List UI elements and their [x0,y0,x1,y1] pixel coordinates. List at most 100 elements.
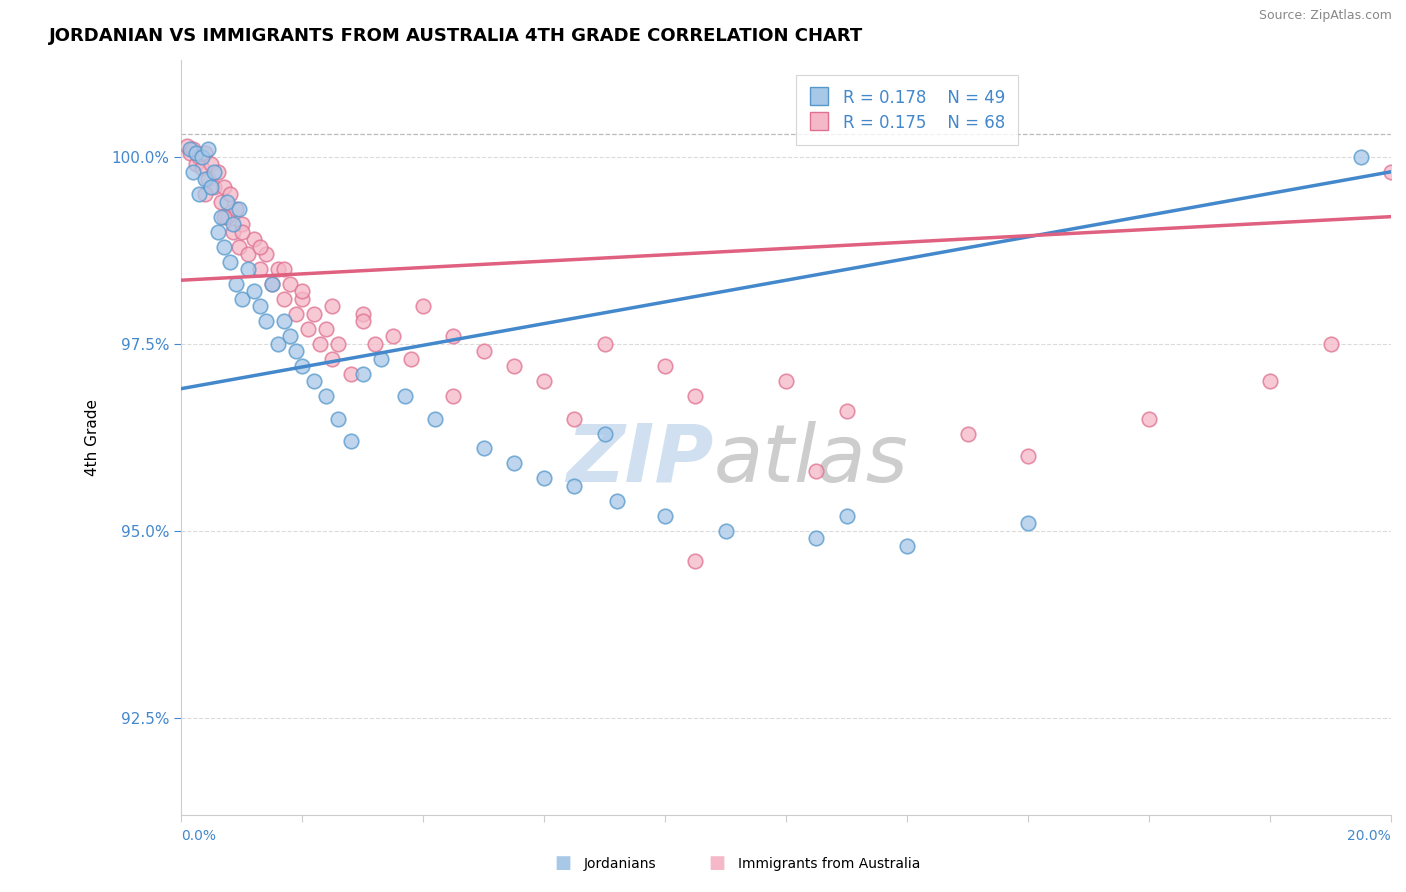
Point [304,307,326,321]
Text: 0.0%: 0.0% [181,829,217,843]
Point [221,217,243,231]
Point [441,329,464,343]
Point [207,225,229,239]
Point [714,524,737,538]
Point [191,161,214,175]
Point [267,262,290,277]
Point [352,314,374,328]
Point [212,239,235,253]
Point [181,142,204,156]
Text: JORDANIAN VS IMMIGRANTS FROM AUSTRALIA 4TH GRADE CORRELATION CHART: JORDANIAN VS IMMIGRANTS FROM AUSTRALIA 4… [49,27,863,45]
Point [186,157,208,171]
Point [267,336,290,351]
Point [425,411,447,425]
Point [399,351,422,366]
Point [328,336,350,351]
Point [503,359,526,374]
Point [212,179,235,194]
Point [775,374,797,388]
Point [1379,165,1402,179]
Point [685,554,707,568]
Point [209,194,232,209]
Point [806,464,828,478]
Point [225,277,247,291]
Point [339,367,361,381]
Point [225,202,247,217]
Text: 20.0%: 20.0% [1347,829,1391,843]
Point [200,179,222,194]
Point [186,146,208,161]
Text: ZIP: ZIP [567,421,713,499]
Text: Jordanians: Jordanians [583,856,657,871]
Point [654,508,676,523]
Point [412,299,434,313]
Point [339,434,361,448]
Point [218,187,240,202]
Point [278,329,301,343]
Point [315,322,337,336]
Point [179,142,201,156]
Point [197,142,219,156]
Point [273,314,295,328]
Point [806,531,828,545]
Point [228,202,250,217]
Point [215,210,238,224]
Text: atlas: atlas [713,421,908,499]
Point [291,359,314,374]
Point [228,239,250,253]
Point [243,232,266,246]
Point [564,479,586,493]
Point [352,367,374,381]
Legend: R = 0.178    N = 49, R = 0.175    N = 68: R = 0.178 N = 49, R = 0.175 N = 68 [796,76,1018,145]
Point [273,262,295,277]
Point [181,165,204,179]
Point [236,262,259,277]
Point [896,539,918,553]
Point [221,225,243,239]
Point [231,292,253,306]
Point [254,247,277,261]
Point [297,322,319,336]
Point [207,165,229,179]
Text: ■: ■ [709,855,725,872]
Point [236,247,259,261]
Point [321,299,343,313]
Text: Source: ZipAtlas.com: Source: ZipAtlas.com [1258,9,1392,22]
Point [191,150,214,164]
Point [472,344,495,359]
Point [231,217,253,231]
Point [309,336,332,351]
Point [291,292,314,306]
Point [593,426,616,441]
Point [209,210,232,224]
Point [260,277,283,291]
Point [176,138,198,153]
Point [835,508,858,523]
Point [370,351,392,366]
Point [533,471,555,485]
Point [956,426,979,441]
Point [249,239,271,253]
Point [179,146,201,161]
Y-axis label: 4th Grade: 4th Grade [86,399,100,475]
Point [1258,374,1281,388]
Point [231,225,253,239]
Point [352,307,374,321]
Point [197,172,219,186]
Point [1137,411,1160,425]
Point [1319,336,1341,351]
Point [685,389,707,403]
Point [564,411,586,425]
Point [212,210,235,224]
Point [204,165,226,179]
Point [533,374,555,388]
Point [218,254,240,268]
Point [204,179,226,194]
Point [194,172,217,186]
Point [328,411,350,425]
Point [194,187,217,202]
Point [441,389,464,403]
Point [285,344,308,359]
Point [321,351,343,366]
Point [278,277,301,291]
